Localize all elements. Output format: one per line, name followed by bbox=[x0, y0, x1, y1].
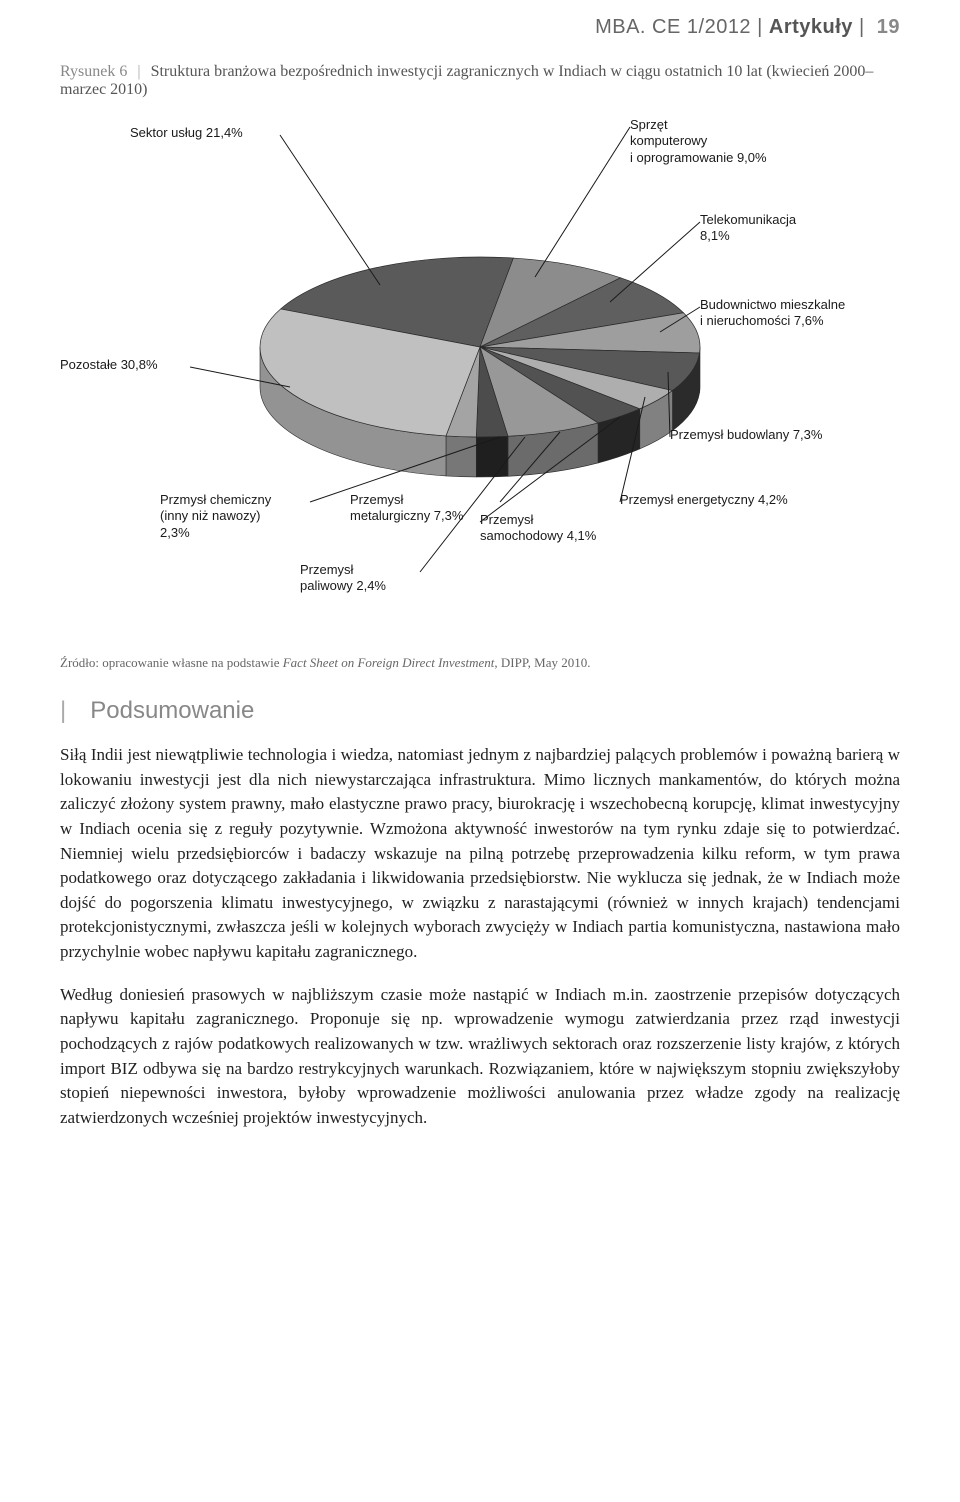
figure-caption: Rysunek 6 | Struktura branżowa bezpośred… bbox=[60, 63, 900, 99]
pie-label: Telekomunikacja8,1% bbox=[700, 212, 840, 245]
body-paragraph-1: Siłą Indii jest niewątpliwie technologia… bbox=[60, 743, 900, 965]
pie-chart: Sektor usług 21,4% Sprzętkomputerowyi opr… bbox=[60, 117, 900, 647]
header-sep: | bbox=[757, 16, 769, 38]
pie-label: Sprzętkomputerowyi oprogramowanie 9,0% bbox=[630, 117, 810, 166]
section-heading: | Podsumowanie bbox=[60, 697, 900, 725]
pie-label: Przemysłsamochodowy 4,1% bbox=[480, 512, 620, 545]
pie-label: Przmysł chemiczny(inny niż nawozy)2,3% bbox=[160, 492, 310, 541]
figure-source: Źródło: opracowanie własne na podstawie … bbox=[60, 655, 900, 671]
figure-sep: | bbox=[137, 63, 140, 80]
pie-label: Przemysł budowlany 7,3% bbox=[670, 427, 870, 443]
header-section: Artykuły bbox=[769, 16, 853, 38]
pie-label: Przemysł energetyczny 4,2% bbox=[620, 492, 830, 508]
journal-name: MBA. CE 1/2012 bbox=[595, 16, 751, 38]
figure-title: Struktura branżowa bezpośrednich inwesty… bbox=[60, 63, 873, 98]
source-suffix: , DIPP, May 2010. bbox=[494, 655, 590, 670]
section-bar: | bbox=[60, 697, 66, 724]
pie-label: Sektor usług 21,4% bbox=[130, 125, 280, 141]
body-paragraph-2: Według doniesień prasowych w najbliższym… bbox=[60, 983, 900, 1131]
figure-number: Rysunek 6 bbox=[60, 63, 127, 80]
source-prefix: Źródło: opracowanie własne na podstawie bbox=[60, 655, 283, 670]
source-italic: Fact Sheet on Foreign Direct Investment bbox=[283, 655, 495, 670]
pie-label: Budownictwo mieszkalnei nieruchomości 7,… bbox=[700, 297, 900, 330]
pie-chart-svg bbox=[60, 117, 900, 647]
page-header: MBA. CE 1/2012 | Artykuły | 19 bbox=[60, 0, 900, 63]
section-title: Podsumowanie bbox=[90, 697, 254, 724]
pie-label: Przemysłmetalurgiczny 7,3% bbox=[350, 492, 500, 525]
pie-label: Pozostałe 30,8% bbox=[60, 357, 190, 373]
header-sep2: | bbox=[859, 16, 871, 38]
pie-label: Przemysłpaliwowy 2,4% bbox=[300, 562, 420, 595]
page-number: 19 bbox=[877, 16, 900, 38]
